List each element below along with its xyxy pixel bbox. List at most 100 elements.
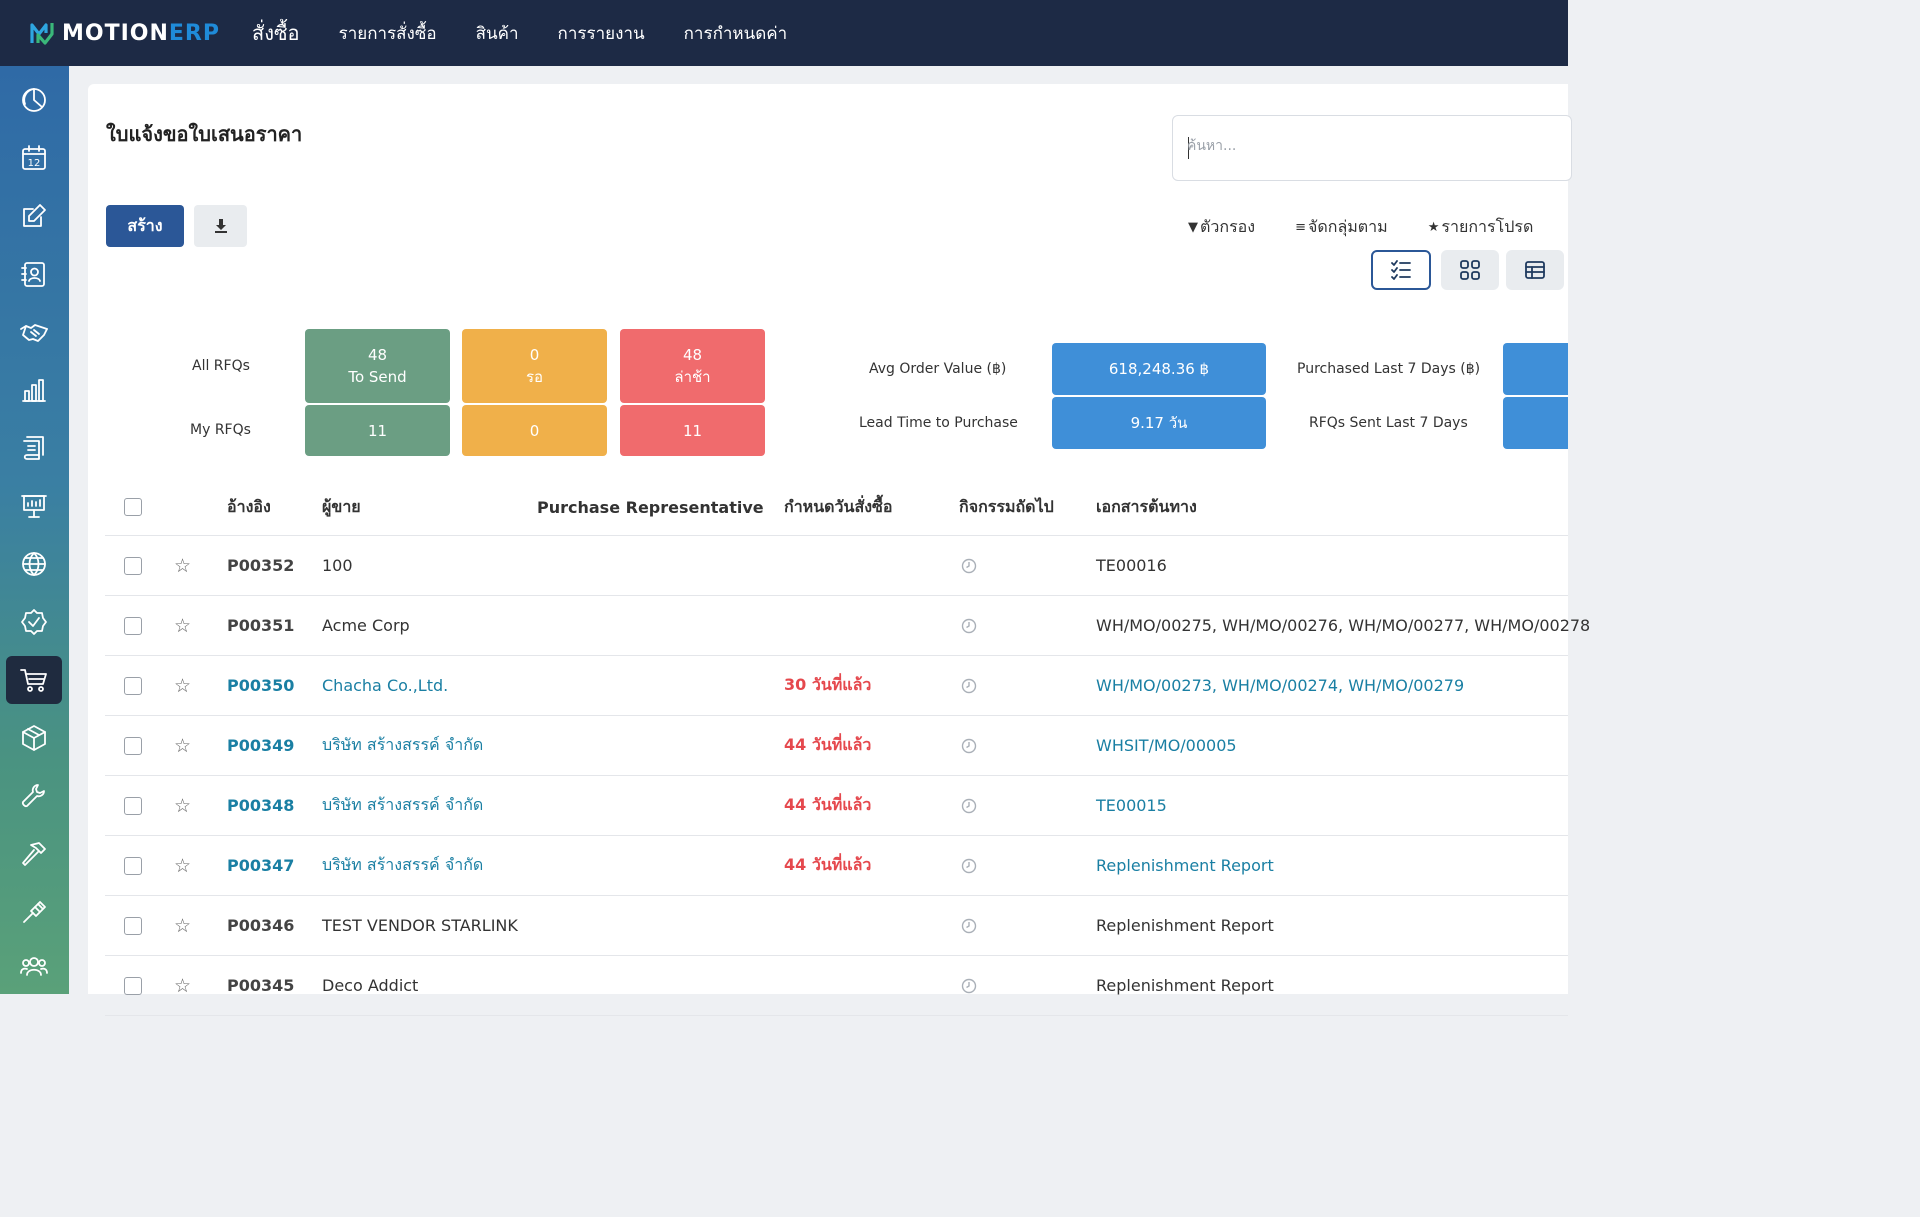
- checklist-icon: [1391, 260, 1411, 280]
- menu-orders[interactable]: รายการสั่งซื้อ: [338, 23, 437, 44]
- clock-icon[interactable]: [961, 978, 977, 994]
- sidebar-item-manufacturing[interactable]: [6, 830, 62, 878]
- sidebar-item-contacts[interactable]: [6, 250, 62, 298]
- table-row[interactable]: ☆ P00351 Acme Corp WH/MO/00275, WH/MO/00276…: [105, 596, 1590, 656]
- all-waiting-tile[interactable]: 0 รอ: [462, 329, 607, 403]
- cell-reference[interactable]: P00350: [227, 676, 295, 695]
- filter-toggle[interactable]: ▼ ตัวกรอง: [1188, 215, 1255, 240]
- sidebar-item-notes[interactable]: [6, 192, 62, 240]
- sidebar-item-tools[interactable]: [6, 888, 62, 936]
- table-row[interactable]: ☆ P00348 บริษัท สร้างสรรค์ จำกัด 44 วันที่แ…: [105, 776, 1568, 836]
- my-waiting-tile[interactable]: 0: [462, 405, 607, 456]
- groupby-label: จัดกลุ่มตาม: [1307, 217, 1388, 236]
- list-view-button[interactable]: [1371, 250, 1431, 290]
- contacts-icon: [21, 262, 45, 287]
- dashboard-icon: [22, 88, 46, 112]
- search-input[interactable]: [1187, 138, 1557, 154]
- menu-configuration[interactable]: การกำหนดค่า: [683, 23, 788, 44]
- sidebar-item-inventory[interactable]: [6, 714, 62, 762]
- search-box[interactable]: [1172, 115, 1572, 181]
- column-header-next-activity[interactable]: กิจกรรมถัดไป: [959, 496, 1054, 516]
- kanban-view-button[interactable]: [1441, 250, 1499, 290]
- all-late-label: ล่าช้า: [674, 368, 711, 386]
- cell-reference[interactable]: P00349: [227, 736, 295, 755]
- row-checkbox[interactable]: [124, 976, 142, 995]
- cell-reference[interactable]: P00348: [227, 796, 295, 815]
- sidebar-item-crm[interactable]: [6, 308, 62, 356]
- all-late-tile[interactable]: 48 ล่าช้า: [620, 329, 765, 403]
- cell-vendor: TEST VENDOR STARLINK: [322, 916, 518, 935]
- star-outline-icon[interactable]: ☆: [174, 914, 192, 937]
- clock-icon[interactable]: [961, 618, 977, 634]
- menu-reporting[interactable]: การรายงาน: [557, 23, 645, 44]
- star-outline-icon[interactable]: ☆: [174, 674, 192, 697]
- clock-icon[interactable]: [961, 918, 977, 934]
- star-outline-icon[interactable]: ☆: [174, 554, 192, 577]
- row-checkbox[interactable]: [124, 616, 142, 635]
- rfqs-sent-7-days-label: RFQs Sent Last 7 Days: [1309, 415, 1468, 431]
- all-to-send-tile[interactable]: 48 To Send: [305, 329, 450, 403]
- sidebar-item-reports[interactable]: [6, 366, 62, 414]
- column-header-reference[interactable]: อ้างอิง: [227, 496, 271, 516]
- cell-reference[interactable]: P00352: [227, 556, 295, 575]
- my-late-tile[interactable]: 11: [620, 405, 765, 456]
- sidebar-item-team[interactable]: [6, 942, 62, 990]
- page-title: ใบแจ้งขอใบเสนอราคา: [106, 122, 303, 146]
- table-row[interactable]: ☆ P00349 บริษัท สร้างสรรค์ จำกัด 44 วันที่แ…: [105, 716, 1568, 776]
- cell-vendor: บริษัท สร้างสรรค์ จำกัด: [322, 795, 484, 814]
- row-checkbox[interactable]: [124, 916, 142, 935]
- sidebar-item-purchase[interactable]: [6, 656, 62, 704]
- download-button[interactable]: [194, 205, 247, 247]
- table-row[interactable]: ☆ P00350 Chacha Co.,Ltd. 30 วันที่แล้ว WH/MO…: [105, 656, 1568, 716]
- cell-reference[interactable]: P00346: [227, 916, 295, 935]
- cell-source-document: Replenishment Report: [1096, 976, 1274, 995]
- sidebar-item-presentation[interactable]: [6, 482, 62, 530]
- avg-order-label: Avg Order Value (฿): [869, 361, 1007, 377]
- sidebar-item-maintenance[interactable]: [6, 772, 62, 820]
- sidebar-item-accounting[interactable]: [6, 424, 62, 472]
- star-outline-icon[interactable]: ☆: [174, 734, 192, 757]
- column-header-order-deadline[interactable]: กำหนดวันสั่งซื้อ: [784, 496, 893, 516]
- column-header-representative[interactable]: Purchase Representative: [537, 497, 764, 517]
- row-checkbox[interactable]: [124, 556, 142, 575]
- star-outline-icon[interactable]: ☆: [174, 794, 192, 817]
- cell-source-document: WH/MO/00273, WH/MO/00274, WH/MO/00279: [1096, 676, 1465, 695]
- clock-icon[interactable]: [961, 558, 977, 574]
- row-checkbox[interactable]: [124, 676, 142, 695]
- clock-icon[interactable]: [961, 858, 977, 874]
- clock-icon[interactable]: [961, 738, 977, 754]
- sidebar-item-dashboard[interactable]: [6, 76, 62, 124]
- row-checkbox[interactable]: [124, 796, 142, 815]
- column-header-vendor[interactable]: ผู้ขาย: [322, 496, 361, 516]
- create-button[interactable]: สร้าง: [106, 205, 184, 247]
- favorites-toggle[interactable]: ★ รายการโปรด: [1428, 215, 1534, 240]
- table-row[interactable]: ☆ P00347 บริษัท สร้างสรรค์ จำกัด 44 วันที่แ…: [105, 836, 1568, 896]
- my-to-send-tile[interactable]: 11: [305, 405, 450, 456]
- table-row[interactable]: ☆ P00352 100 TE00016: [105, 536, 1568, 596]
- select-all-checkbox[interactable]: [124, 498, 142, 516]
- pivot-view-button[interactable]: [1506, 250, 1564, 290]
- column-header-source-document[interactable]: เอกสารต้นทาง: [1096, 496, 1197, 516]
- menu-products[interactable]: สินค้า: [475, 23, 519, 44]
- table-row[interactable]: ☆ P00345 Deco Addict Replenishment Report: [105, 956, 1568, 1016]
- purchased-7-days-tile: [1503, 343, 1568, 395]
- star-outline-icon[interactable]: ☆: [174, 854, 192, 877]
- star-outline-icon[interactable]: ☆: [174, 614, 192, 637]
- table-row[interactable]: ☆ P00346 TEST VENDOR STARLINK Replenishment…: [105, 896, 1568, 956]
- all-waiting-label: รอ: [525, 368, 544, 386]
- sidebar-item-website[interactable]: [6, 540, 62, 588]
- brand-logo[interactable]: MOTIONERP: [30, 21, 230, 46]
- cell-reference[interactable]: P00347: [227, 856, 295, 875]
- app-name-purchase[interactable]: สั่งซื้อ: [252, 21, 300, 45]
- clock-icon[interactable]: [961, 798, 977, 814]
- cell-reference[interactable]: P00351: [227, 616, 295, 635]
- sidebar-item-quality[interactable]: [6, 598, 62, 646]
- groupby-toggle[interactable]: ≡ จัดกลุ่มตาม: [1295, 215, 1388, 240]
- row-checkbox[interactable]: [124, 736, 142, 755]
- row-checkbox[interactable]: [124, 856, 142, 875]
- sidebar-item-calendar[interactable]: 12: [6, 134, 62, 182]
- clock-icon[interactable]: [961, 678, 977, 694]
- cell-reference[interactable]: P00345: [227, 976, 295, 995]
- accounting-icon: [23, 436, 44, 460]
- star-outline-icon[interactable]: ☆: [174, 974, 192, 997]
